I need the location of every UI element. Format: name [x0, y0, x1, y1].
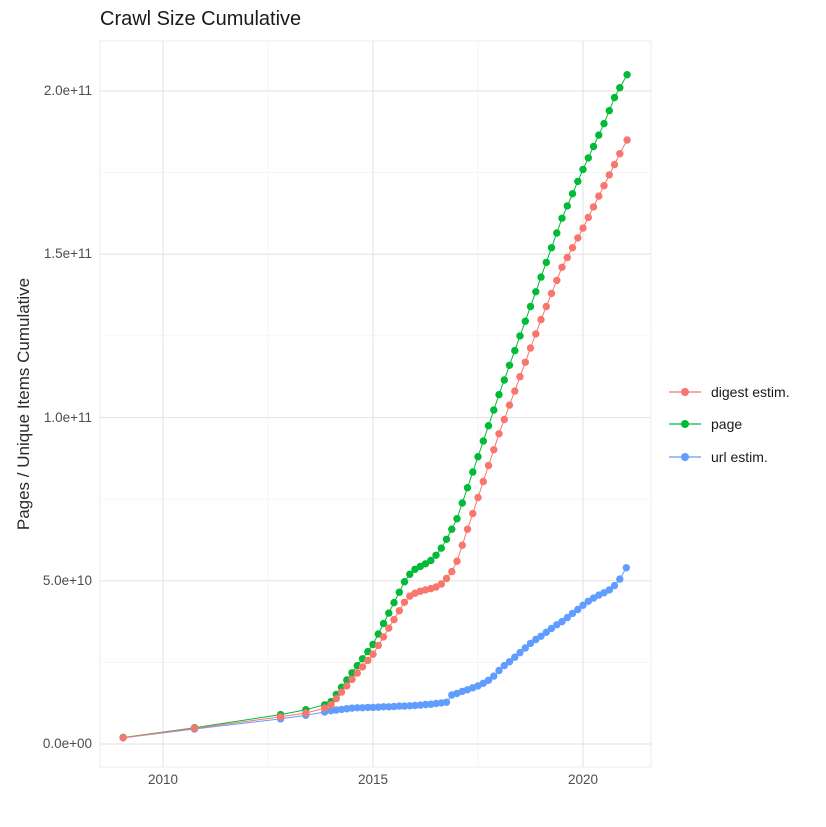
legend-label: page	[711, 416, 743, 432]
legend-key-url-icon	[669, 453, 701, 461]
legend-item-page: page	[668, 414, 742, 434]
minor-gridlines	[100, 41, 651, 767]
y-tick-label-3: 1.5e+11	[43, 246, 92, 261]
y-axis-title: Pages / Unique Items Cumulative	[14, 277, 33, 531]
legend-item-url-estim: url estim.	[668, 447, 768, 467]
x-tick-label-2010: 2010	[147, 772, 179, 787]
legend-label: digest estim.	[711, 384, 790, 400]
y-tick-label-4: 2.0e+11	[43, 83, 92, 98]
panel-border	[99, 40, 652, 768]
major-gridlines	[100, 41, 651, 767]
legend-item-digest-estim: digest estim.	[668, 382, 790, 402]
legend-key-page-icon	[669, 420, 701, 428]
legend-label: url estim.	[711, 449, 768, 465]
legend-key-digest-icon	[669, 388, 701, 396]
series-page	[119, 71, 631, 742]
y-tick-label-0: 0.0e+00	[42, 736, 92, 751]
x-tick-label-2015: 2015	[357, 772, 389, 787]
series-digest-estim	[119, 136, 631, 742]
series-url-estim	[119, 564, 630, 742]
y-tick-label-2: 1.0e+11	[43, 410, 92, 425]
x-tick-label-2020: 2020	[567, 772, 599, 787]
chart-title: Crawl Size Cumulative	[100, 8, 302, 30]
y-tick-label-1: 5.0e+10	[42, 573, 92, 588]
